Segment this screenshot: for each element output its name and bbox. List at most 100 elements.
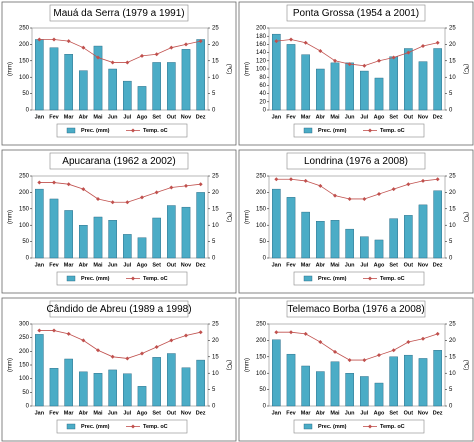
y2-tick-label: 20 [212, 338, 219, 344]
y-tick-label: 100 [256, 67, 267, 73]
y2-tick-label: 0 [212, 108, 216, 114]
precipitation-bar [64, 210, 73, 259]
precipitation-bar [181, 206, 191, 259]
y-tick-label: 250 [256, 174, 267, 180]
legend-label: Temp. oC [143, 128, 168, 134]
legend-box [56, 419, 188, 434]
temperature-point [169, 45, 174, 50]
title-box [286, 152, 426, 170]
y2-tick-label: 25 [212, 26, 219, 32]
x-tick-label: Nov [181, 114, 192, 120]
x-tick-label: Nov [181, 410, 192, 416]
x-tick-label: Mai [330, 262, 340, 268]
precipitation-bar [316, 371, 325, 407]
y-tick-label: 100 [19, 75, 30, 81]
temperature-point [274, 39, 279, 44]
chart-title: Londrina (1976 a 2008) [304, 156, 408, 167]
temperature-line [276, 39, 438, 67]
precipitation-bar [330, 62, 340, 111]
temperature-point [333, 349, 337, 354]
plot-area [268, 175, 446, 259]
y-axis-label: (mm) [245, 62, 251, 76]
title-box [286, 300, 426, 318]
legend-label: Prec. (mm) [318, 276, 347, 282]
legend-label: Prec. (mm) [318, 128, 347, 134]
x-tick-label: Jun [345, 262, 355, 268]
legend-marker [368, 424, 372, 429]
legend-marker [368, 128, 372, 133]
x-tick-label: Mar [64, 262, 75, 268]
temperature-point [37, 180, 42, 185]
y2-tick-label: 5 [212, 91, 216, 97]
temperature-point [66, 39, 71, 44]
temperature-point [406, 182, 411, 187]
y-tick-label: 150 [256, 354, 267, 360]
y-tick-label: 180 [256, 34, 267, 40]
temperature-point [140, 53, 144, 58]
precipitation-bar [404, 354, 413, 407]
precipitation-bar [301, 211, 310, 259]
y-tick-label: 0 [26, 256, 30, 262]
y-tick-label: 150 [19, 206, 30, 212]
precipitation-bar [316, 68, 325, 111]
x-tick-label: Mar [64, 114, 75, 120]
chart-title: Cândido de Abreu (1989 a 1998) [46, 304, 191, 315]
y-tick-label: 250 [256, 322, 267, 328]
x-tick-label: Abr [316, 114, 326, 120]
x-tick-label: Out [167, 410, 177, 416]
precipitation-bar [93, 45, 103, 111]
x-tick-label: Jun [108, 114, 118, 120]
legend-label: Temp. oC [380, 128, 405, 134]
temperature-point [110, 354, 115, 359]
x-tick-label: Ago [137, 410, 148, 416]
x-tick-label: Mar [301, 410, 312, 416]
x-tick-label: Nov [418, 114, 429, 120]
y-tick-label: 160 [256, 42, 267, 48]
precipitation-bar [35, 334, 44, 407]
x-tick-label: Abr [316, 410, 326, 416]
legend-swatch [66, 127, 76, 134]
y2-tick-label: 0 [449, 256, 453, 262]
x-tick-label: Abr [79, 410, 89, 416]
temperature-point [198, 39, 203, 44]
y-tick-label: 0 [263, 108, 267, 114]
y-tick-label: 0 [263, 404, 267, 410]
temperature-point [318, 340, 323, 345]
precipitation-bar [123, 80, 132, 111]
precipitation-bar [152, 62, 161, 111]
y2-tick-label: 5 [212, 387, 216, 393]
y2-tick-label: 0 [449, 108, 453, 114]
x-tick-label: Dez [196, 262, 206, 268]
temperature-point [169, 338, 174, 343]
temperature-point [37, 328, 42, 333]
temperature-line [276, 178, 438, 200]
y2-tick-label: 15 [449, 58, 456, 64]
chart-title: Ponta Grossa (1954 a 2001) [293, 8, 419, 19]
precipitation-bar [79, 371, 88, 407]
temperature-point [66, 331, 71, 336]
precipitation-bar [93, 372, 103, 407]
x-tick-label: Fev [286, 410, 296, 416]
title-box [286, 4, 426, 22]
temperature-point [52, 37, 56, 42]
y2-tick-label: 0 [212, 256, 216, 262]
temperature-point [362, 63, 367, 68]
temperature-line [39, 39, 201, 63]
y2-tick-label: 10 [449, 223, 456, 229]
x-tick-label: Mar [301, 114, 312, 120]
y-tick-label: 250 [19, 174, 30, 180]
temperature-point [52, 328, 56, 333]
temperature-point [406, 50, 411, 55]
precipitation-bar [330, 361, 340, 407]
temperature-point [391, 348, 396, 353]
y2-tick-label: 20 [449, 338, 456, 344]
temperature-point [140, 195, 144, 200]
legend-marker [131, 276, 135, 281]
x-tick-label: Jan [35, 114, 45, 120]
temperature-point [154, 344, 159, 349]
y-tick-label: 140 [256, 50, 267, 56]
temperature-point [421, 178, 425, 183]
precipitation-bar [49, 368, 59, 407]
legend-label: Prec. (mm) [81, 424, 110, 430]
